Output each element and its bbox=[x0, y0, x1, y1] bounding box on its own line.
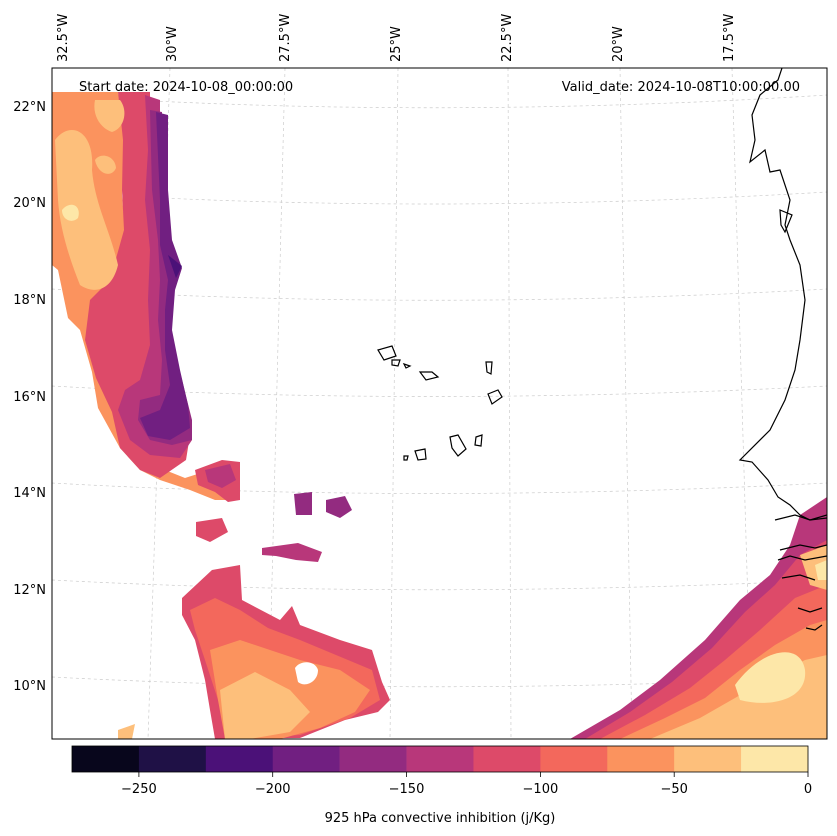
colorbar-swatch bbox=[138, 746, 207, 772]
island-sao-nicolau bbox=[418, 371, 440, 381]
lon-label: 17.5°W bbox=[722, 14, 737, 62]
colorbar-tick-label: 0 bbox=[804, 782, 812, 797]
colorbar-tick-label: −250 bbox=[121, 782, 157, 797]
cin-field-southwest bbox=[118, 565, 390, 739]
cin-patches bbox=[195, 460, 352, 562]
coastlines bbox=[377, 68, 827, 631]
valid-date-label: Valid_date: 2024-10-08T10:00:00.00 bbox=[562, 80, 800, 95]
colorbar-swatch bbox=[72, 746, 140, 772]
colorbar-tick-label: −50 bbox=[660, 782, 687, 797]
africa-coastline bbox=[738, 68, 827, 521]
senegal-gambia-coast bbox=[774, 514, 827, 631]
longitude-labels: 32.5°W 30°W 27.5°W 25°W 22.5°W 20°W 17.5… bbox=[56, 14, 737, 62]
lat-label: 16°N bbox=[13, 390, 46, 405]
cin-field-west bbox=[52, 92, 238, 500]
colorbar-swatch bbox=[205, 746, 274, 772]
island-santo-antao bbox=[377, 345, 397, 361]
colorbar-swatch bbox=[741, 746, 809, 772]
cin-field-southeast bbox=[570, 497, 827, 739]
lat-label: 22°N bbox=[13, 100, 46, 115]
map-panel[interactable] bbox=[52, 68, 827, 739]
colorbar-swatch bbox=[406, 746, 474, 772]
island-santiago bbox=[449, 434, 467, 457]
colorbar-tick-label: −150 bbox=[389, 782, 425, 797]
lon-label: 20°W bbox=[611, 26, 626, 62]
lon-label: 25°W bbox=[389, 26, 404, 62]
latitude-labels: 22°N 20°N 18°N 16°N 14°N 12°N 10°N bbox=[13, 100, 46, 694]
colorbar-swatch bbox=[540, 746, 608, 772]
colorbar-title: 925 hPa convective inhibition (j/Kg) bbox=[325, 811, 556, 826]
lat-label: 14°N bbox=[13, 486, 46, 501]
colorbar-swatch bbox=[473, 746, 541, 772]
map-frame bbox=[51, 67, 828, 740]
lat-label: 20°N bbox=[13, 196, 46, 211]
colorbar-swatch bbox=[674, 746, 742, 772]
island-santa-luzia bbox=[402, 362, 412, 369]
colorbar-tick-label: −100 bbox=[523, 782, 559, 797]
colorbar-swatches bbox=[72, 746, 809, 772]
colorbar-swatch bbox=[272, 746, 340, 772]
lon-label: 27.5°W bbox=[278, 14, 293, 62]
colorbar-frame bbox=[71, 745, 809, 773]
graticule bbox=[52, 68, 827, 739]
colorbar-swatch bbox=[607, 746, 675, 772]
island-sao-vicente bbox=[391, 359, 401, 367]
island-fogo bbox=[414, 448, 427, 461]
colorbar: −250 −200 −150 −100 −50 0 925 hPa convec… bbox=[71, 745, 812, 826]
lon-label: 30°W bbox=[165, 26, 180, 62]
island-brava bbox=[403, 455, 409, 461]
lat-label: 10°N bbox=[13, 679, 46, 694]
lat-label: 12°N bbox=[13, 583, 46, 598]
lat-label: 18°N bbox=[13, 293, 46, 308]
colorbar-tick-label: −200 bbox=[255, 782, 291, 797]
colorbar-swatch bbox=[339, 746, 407, 772]
island-sal bbox=[485, 361, 493, 375]
colorbar-ticks bbox=[138, 772, 809, 777]
start-date-label: Start date: 2024-10-08_00:00:00 bbox=[79, 80, 293, 95]
lon-label: 22.5°W bbox=[500, 14, 515, 62]
island-maio bbox=[474, 434, 483, 447]
lon-label: 32.5°W bbox=[56, 14, 71, 62]
mauritania-inlet bbox=[779, 209, 793, 234]
island-boa-vista bbox=[487, 389, 503, 405]
